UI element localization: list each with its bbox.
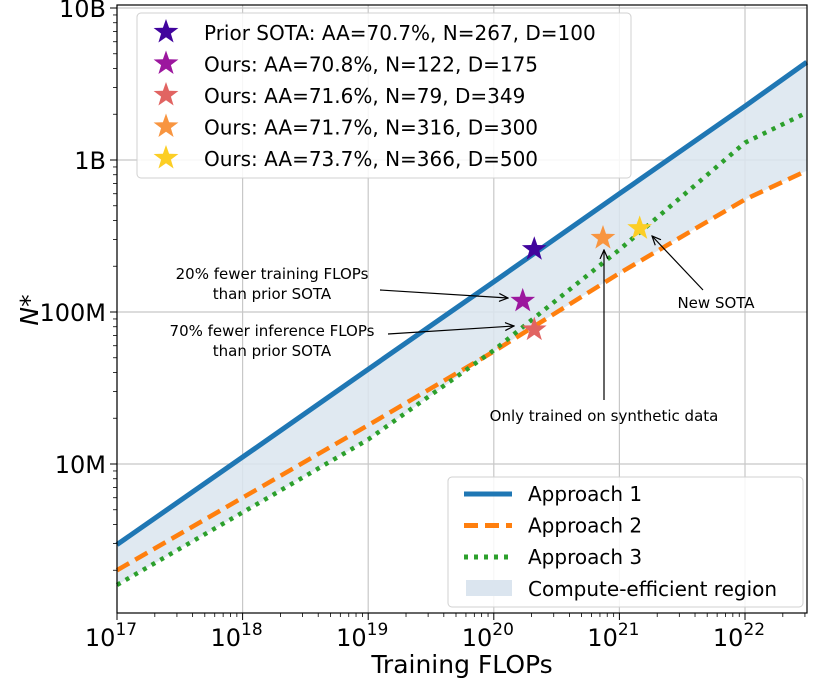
legend-star-icon	[153, 82, 179, 106]
annotation-text: 20% fewer training FLOPs	[176, 265, 369, 283]
y-tick-label: 10M	[55, 451, 106, 479]
legend-region-label: Compute-efficient region	[528, 577, 777, 601]
annotation-arrow	[652, 236, 704, 291]
x-tick-label: 1020	[462, 620, 514, 652]
annotation-text: than prior SOTA	[213, 285, 332, 303]
annotation-text: New SOTA	[677, 294, 755, 312]
legend-star-icon	[153, 50, 179, 74]
legend-point-label: Ours: AA=71.7%, N=316, D=300	[204, 116, 538, 140]
y-axis-label: N*	[15, 294, 44, 325]
star-points	[510, 215, 652, 341]
star-point-4	[627, 215, 652, 239]
compute-efficient-region	[117, 62, 807, 585]
legend-point-label: Prior SOTA: AA=70.7%, N=267, D=100	[204, 21, 596, 45]
legend-region-swatch	[466, 580, 512, 596]
lines-legend-box	[447, 476, 804, 608]
x-tick-label: 1017	[85, 620, 137, 652]
star-point-3	[590, 225, 616, 249]
x-tick-label: 1022	[713, 620, 765, 652]
y-tick-label: 10B	[59, 0, 106, 23]
legend-series-label: Approach 2	[528, 514, 642, 538]
x-tick-label: 1018	[211, 620, 263, 652]
annotation-text: Only trained on synthetic data	[490, 407, 719, 425]
annotation-text: than prior SOTA	[213, 342, 332, 360]
annotations: 20% fewer training FLOPs than prior SOTA 7…	[170, 236, 755, 425]
legend-point-label: Ours: AA=73.7%, N=366, D=500	[204, 147, 538, 171]
legend-point-label: Ours: AA=70.8%, N=122, D=175	[204, 53, 538, 77]
x-axis-label: Training FLOPs	[370, 650, 552, 679]
annotation-arrow	[387, 326, 514, 335]
lines-legend: Approach 1 Approach 2 Approach 3 Compute-ef…	[447, 476, 804, 608]
star-point-2	[521, 316, 547, 341]
points-legend: Prior SOTA: AA=70.7%, N=267, D=100 Ours: …	[136, 12, 632, 179]
y-tick-label: 100M	[39, 299, 106, 327]
plot-frame	[116, 4, 808, 614]
annotation-arrow	[379, 289, 508, 298]
annotation-text: 70% fewer inference FLOPs	[170, 322, 375, 340]
axis-ticks: 1017 1018 1019 1020 1021 1022 10M 100M 1B 10B	[39, 0, 806, 652]
series-line-approach-1	[115, 60, 809, 547]
star-point-0	[521, 236, 547, 260]
points-legend-box	[136, 12, 632, 179]
series-lines	[115, 60, 809, 587]
series-line-approach-3	[115, 110, 808, 587]
star-point-1	[510, 287, 536, 312]
legend-point-label: Ours: AA=71.6%, N=79, D=349	[204, 84, 525, 108]
x-tick-label: 1019	[336, 620, 388, 652]
x-tick-label: 1021	[587, 620, 639, 652]
legend-series-label: Approach 3	[528, 545, 642, 569]
legend-star-icon	[153, 113, 179, 137]
y-tick-label: 1B	[74, 147, 106, 175]
legend-series-label: Approach 1	[528, 482, 642, 506]
legend-star-icon	[153, 145, 179, 169]
legend-star-icon	[153, 19, 179, 43]
